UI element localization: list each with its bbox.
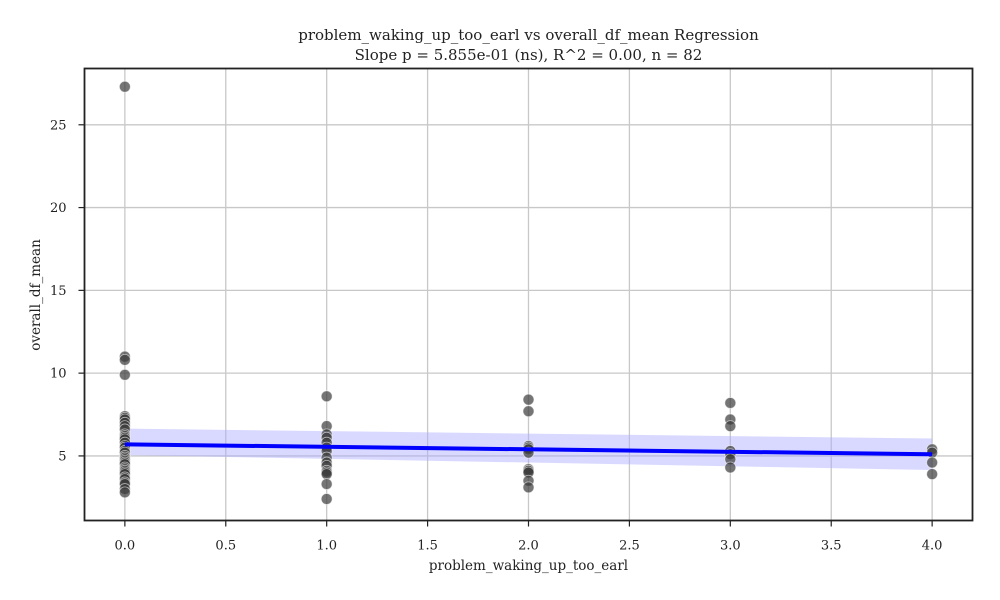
x-tick-label: 3.5	[821, 539, 842, 554]
data-point	[926, 456, 939, 469]
data-point	[118, 80, 131, 93]
x-tick-label: 2.5	[619, 539, 640, 554]
data-point	[320, 493, 333, 505]
data-point	[926, 468, 939, 481]
x-tick-label: 2.0	[518, 539, 539, 554]
y-tick-label: 5	[58, 449, 66, 464]
data-point	[724, 420, 737, 433]
x-tick-label: 1.5	[417, 539, 438, 554]
y-tick-label: 10	[50, 367, 67, 382]
y-tick-label: 20	[50, 201, 67, 216]
data-point	[118, 368, 131, 381]
data-point	[724, 397, 737, 409]
data-point	[118, 353, 131, 366]
grid-lines	[84, 68, 973, 521]
regression-line	[124, 442, 933, 457]
x-axis-ticks: 0.0 0.5 1.0 1.5 2.0 2.5 3.0 3.5 4.0	[115, 520, 943, 554]
x-axis-label: problem_waking_up_too_earl	[429, 558, 628, 574]
y-axis-ticks: 5 10 15 20 25	[50, 118, 85, 464]
x-tick-label: 0.0	[115, 539, 136, 554]
data-point	[320, 390, 333, 403]
data-point	[118, 486, 131, 499]
y-tick-label: 25	[50, 118, 67, 133]
chart-subtitle: Slope p = 5.855e-01 (ns), R^2 = 0.00, n …	[355, 46, 703, 64]
data-point	[522, 481, 535, 494]
y-axis-label: overall_df_mean	[28, 239, 44, 351]
data-point	[320, 468, 333, 481]
x-tick-label: 0.5	[215, 539, 236, 554]
data-point	[522, 393, 535, 406]
data-point	[724, 461, 737, 474]
y-tick-label: 15	[50, 284, 67, 299]
data-point	[522, 405, 535, 418]
chart-title: problem_waking_up_too_earl vs overall_df…	[298, 26, 759, 44]
x-tick-label: 3.0	[720, 539, 741, 554]
regression-line-group	[124, 442, 933, 457]
x-tick-label: 1.0	[316, 539, 337, 554]
x-tick-label: 4.0	[922, 539, 943, 554]
data-point	[320, 478, 333, 490]
